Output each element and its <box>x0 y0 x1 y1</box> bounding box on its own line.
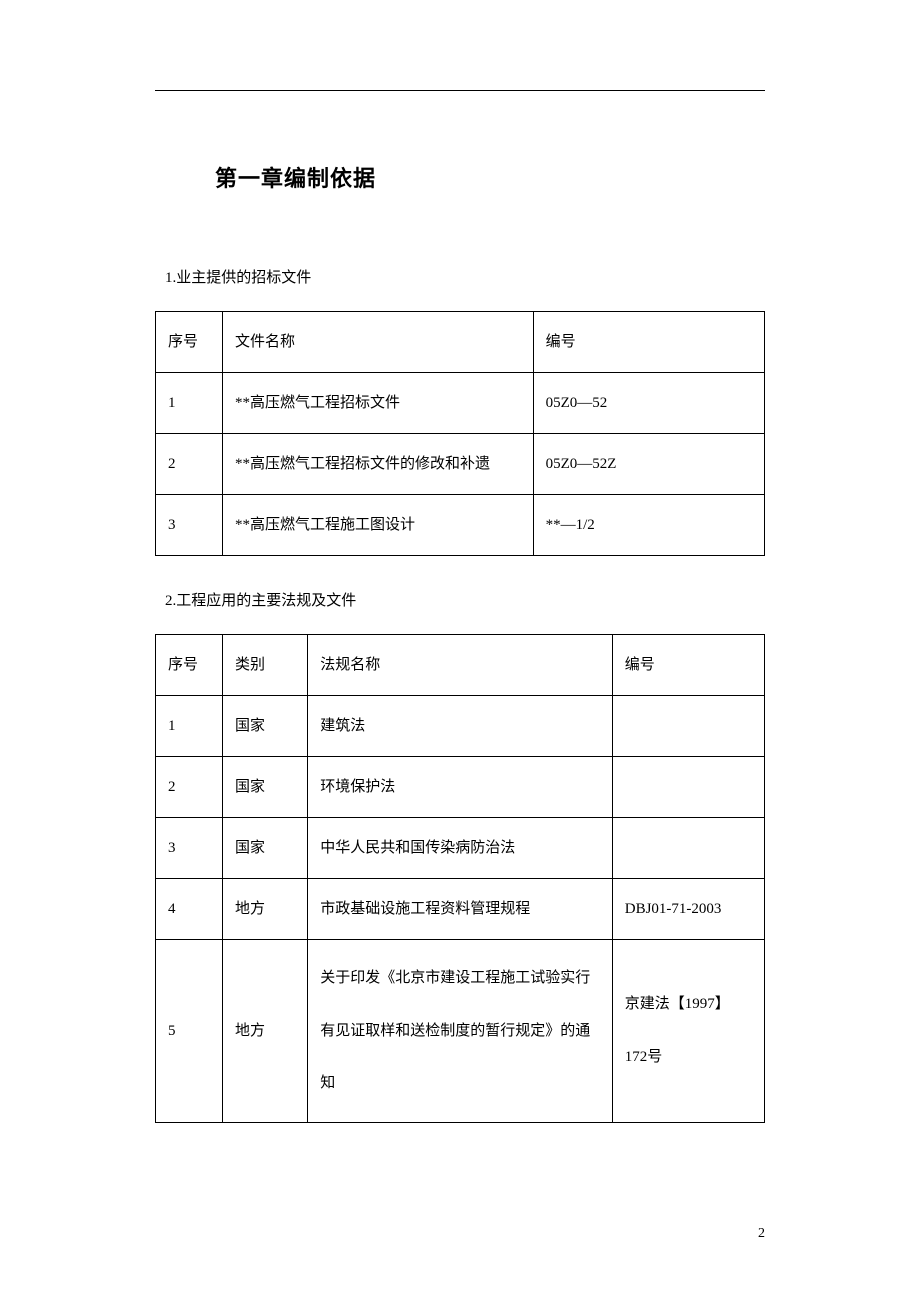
table-cell: 05Z0—52 <box>533 373 764 434</box>
table-row: 3 **高压燃气工程施工图设计 **—1/2 <box>156 495 765 556</box>
table-row: 序号 类别 法规名称 编号 <box>156 635 765 696</box>
table-header-cell: 编号 <box>533 312 764 373</box>
table-cell: 市政基础设施工程资料管理规程 <box>308 879 613 940</box>
table-cell: 1 <box>156 373 223 434</box>
table-header-cell: 文件名称 <box>222 312 533 373</box>
table-cell: 1 <box>156 696 223 757</box>
table-cell: 国家 <box>222 757 307 818</box>
table-header-cell: 类别 <box>222 635 307 696</box>
chapter-title: 第一章编制依据 <box>215 161 765 193</box>
section2-heading: 2.工程应用的主要法规及文件 <box>165 586 765 616</box>
table-row: 2 国家 环境保护法 <box>156 757 765 818</box>
table-cell <box>612 818 764 879</box>
table-cell: **—1/2 <box>533 495 764 556</box>
page-number: 2 <box>758 1226 765 1242</box>
table-row: 1 **高压燃气工程招标文件 05Z0—52 <box>156 373 765 434</box>
table-cell: 05Z0—52Z <box>533 434 764 495</box>
table-cell: 4 <box>156 879 223 940</box>
table-cell: 3 <box>156 495 223 556</box>
table-cell: 国家 <box>222 818 307 879</box>
table-row: 序号 文件名称 编号 <box>156 312 765 373</box>
table-cell: 5 <box>156 940 223 1123</box>
section1-heading: 1.业主提供的招标文件 <box>165 263 765 293</box>
table-cell: 关于印发《北京市建设工程施工试验实行有见证取样和送检制度的暂行规定》的通知 <box>308 940 613 1123</box>
table-header-cell: 编号 <box>612 635 764 696</box>
table-row: 2 **高压燃气工程招标文件的修改和补遗 05Z0—52Z <box>156 434 765 495</box>
table-row: 1 国家 建筑法 <box>156 696 765 757</box>
table-cell: **高压燃气工程施工图设计 <box>222 495 533 556</box>
table-cell: 地方 <box>222 879 307 940</box>
table-cell <box>612 696 764 757</box>
table-cell <box>612 757 764 818</box>
table-regulations: 序号 类别 法规名称 编号 1 国家 建筑法 2 国家 环境保护法 3 国家 中… <box>155 634 765 1123</box>
table-cell: 环境保护法 <box>308 757 613 818</box>
horizontal-rule <box>155 90 765 91</box>
table-cell: 2 <box>156 434 223 495</box>
table-bidding-documents: 序号 文件名称 编号 1 **高压燃气工程招标文件 05Z0—52 2 **高压… <box>155 311 765 556</box>
table-cell: 中华人民共和国传染病防治法 <box>308 818 613 879</box>
table-header-cell: 序号 <box>156 312 223 373</box>
table-cell: 地方 <box>222 940 307 1123</box>
table-cell: 2 <box>156 757 223 818</box>
table-row: 4 地方 市政基础设施工程资料管理规程 DBJ01-71-2003 <box>156 879 765 940</box>
table-cell: 3 <box>156 818 223 879</box>
table-row: 5 地方 关于印发《北京市建设工程施工试验实行有见证取样和送检制度的暂行规定》的… <box>156 940 765 1123</box>
table-cell: **高压燃气工程招标文件 <box>222 373 533 434</box>
table-cell: 国家 <box>222 696 307 757</box>
table-header-cell: 序号 <box>156 635 223 696</box>
table-cell: 建筑法 <box>308 696 613 757</box>
table-cell: 京建法【1997】 172号 <box>612 940 764 1123</box>
table-header-cell: 法规名称 <box>308 635 613 696</box>
table-row: 3 国家 中华人民共和国传染病防治法 <box>156 818 765 879</box>
table-cell: **高压燃气工程招标文件的修改和补遗 <box>222 434 533 495</box>
table-cell: DBJ01-71-2003 <box>612 879 764 940</box>
